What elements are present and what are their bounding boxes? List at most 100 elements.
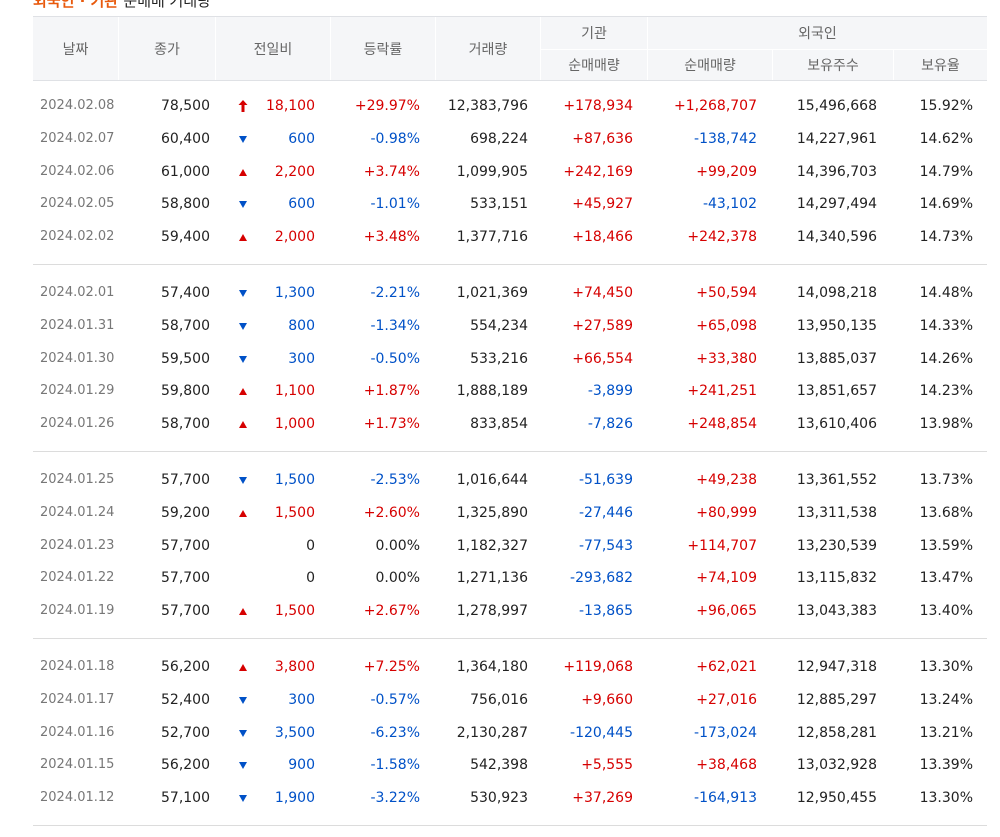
close-cell: 78,500	[161, 98, 210, 114]
holdings-cell: 12,885,297	[796, 691, 877, 708]
change-cell: 600	[288, 130, 315, 147]
close-cell: 57,700	[161, 472, 210, 488]
change-icon	[239, 477, 247, 484]
header-cell: 거래량	[436, 17, 540, 80]
change-icon	[239, 729, 247, 737]
volume-cell: 2,130,287	[456, 724, 528, 741]
ratio-cell: 14.69%	[919, 196, 973, 213]
foreign-net-cell: -43,102	[702, 196, 757, 213]
change-cell: 18,100	[266, 98, 315, 114]
volume-cell: 12,383,796	[447, 98, 528, 114]
date-cell: 2024.01.23	[40, 537, 115, 553]
holdings-cell: 13,361,552	[796, 472, 877, 488]
inst-net-cell: +178,934	[563, 98, 633, 114]
close-cell: 59,200	[161, 504, 210, 521]
change-icon	[238, 100, 248, 112]
change-icon-shape	[239, 355, 247, 363]
change-cell: 300	[288, 350, 315, 367]
foreign-net-cell: +1,268,707	[674, 98, 757, 114]
change-icon-shape	[239, 234, 247, 241]
change-icon	[239, 135, 247, 143]
ratio-cell: 13.59%	[919, 537, 973, 554]
change-cell: 1,500	[274, 472, 315, 488]
close-cell: 57,400	[161, 285, 210, 301]
holdings-cell: 12,947,318	[796, 659, 877, 675]
change-icon-shape	[239, 762, 247, 770]
holdings-cell: 13,032,928	[796, 757, 877, 774]
rate-cell: +7.25%	[363, 659, 420, 675]
volume-cell: 1,278,997	[456, 603, 528, 619]
header-cell: 종가	[119, 17, 215, 80]
date-cell: 2024.01.26	[40, 416, 115, 431]
ratio-cell: 14.73%	[919, 229, 973, 245]
date-cell: 2024.01.24	[40, 504, 115, 520]
header-top-border	[33, 16, 987, 17]
ratio-cell: 13.24%	[919, 691, 973, 708]
change-cell: 0	[306, 537, 315, 554]
date-cell: 2024.02.05	[40, 196, 115, 212]
change-icon	[239, 762, 247, 770]
close-cell: 58,800	[161, 196, 210, 213]
volume-cell: 530,923	[470, 790, 528, 806]
rate-cell: +29.97%	[354, 98, 420, 114]
change-icon	[239, 696, 247, 704]
inst-net-cell: -293,682	[570, 570, 633, 587]
rate-cell: -1.01%	[370, 196, 420, 213]
close-cell: 57,700	[161, 603, 210, 619]
volume-cell: 698,224	[470, 130, 528, 147]
rate-cell: +1.87%	[363, 383, 420, 400]
change-icon	[239, 795, 247, 802]
change-cell: 2,000	[274, 229, 315, 245]
ratio-cell: 15.92%	[919, 98, 973, 114]
holdings-cell: 13,115,832	[796, 570, 877, 587]
inst-net-cell: +45,927	[572, 196, 633, 213]
change-icon-shape	[239, 608, 247, 615]
ratio-cell: 14.23%	[919, 383, 973, 400]
change-icon-shape	[239, 729, 247, 737]
change-icon	[239, 201, 247, 209]
inst-net-cell: +119,068	[563, 659, 633, 675]
rate-cell: -2.21%	[370, 285, 420, 301]
change-icon	[239, 608, 247, 615]
rate-cell: +3.48%	[363, 229, 420, 245]
rate-cell: -0.57%	[370, 691, 420, 708]
foreign-net-cell: +99,209	[696, 163, 757, 180]
close-cell: 56,200	[161, 757, 210, 774]
change-icon	[239, 421, 247, 428]
volume-cell: 1,377,716	[456, 229, 528, 245]
foreign-net-cell: +80,999	[696, 504, 757, 521]
holdings-cell: 15,496,668	[796, 98, 877, 114]
change-cell: 1,500	[274, 603, 315, 619]
header-bottom-border	[33, 80, 987, 81]
group-separator	[33, 451, 987, 452]
date-cell: 2024.01.31	[40, 317, 115, 333]
change-icon-shape	[239, 388, 247, 396]
ratio-cell: 14.79%	[919, 163, 973, 180]
date-cell: 2024.01.29	[40, 383, 115, 399]
header-cell: 보유율	[894, 50, 987, 80]
inst-net-cell: +27,589	[572, 317, 633, 334]
header-text: 보유주수	[807, 58, 859, 74]
holdings-cell: 14,396,703	[796, 163, 877, 180]
foreign-net-cell: +74,109	[696, 570, 757, 587]
change-icon-shape	[239, 168, 247, 176]
close-cell: 59,400	[161, 229, 210, 245]
header-text: 전일비	[253, 41, 293, 58]
header-text: 순매매량	[568, 58, 620, 74]
holdings-cell: 13,950,135	[796, 317, 877, 334]
ratio-cell: 13.40%	[919, 603, 973, 619]
ratio-cell: 13.30%	[919, 790, 973, 806]
ratio-cell: 13.98%	[919, 416, 973, 432]
volume-cell: 1,364,180	[456, 659, 528, 675]
foreign-net-cell: +38,468	[696, 757, 757, 774]
change-cell: 0	[306, 570, 315, 587]
rate-cell: -0.98%	[370, 130, 420, 147]
change-icon	[239, 168, 247, 176]
foreign-net-cell: +27,016	[696, 691, 757, 708]
group-separator	[33, 825, 987, 826]
header-text: 날짜	[62, 41, 89, 58]
rate-cell: -6.23%	[370, 724, 420, 741]
change-icon-shape	[239, 509, 247, 517]
holdings-cell: 13,885,037	[796, 350, 877, 367]
